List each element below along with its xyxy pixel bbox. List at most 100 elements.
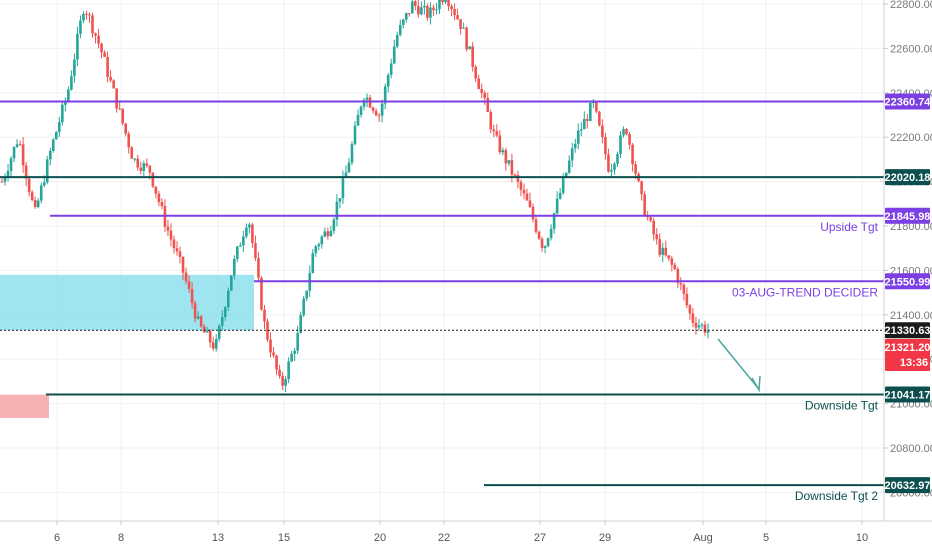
candle-body: [471, 46, 474, 67]
candle-body: [631, 144, 634, 165]
candle-body: [567, 160, 571, 173]
candle-body: [564, 172, 568, 178]
time-tick-label: 13: [212, 532, 224, 544]
level-badge: [885, 386, 930, 403]
price-badges: 22360.74 22020.18 21845.98 21550.99 21330.63…: [885, 93, 932, 494]
candle-body: [70, 76, 73, 90]
candle-body: [582, 118, 586, 130]
candle-body: [79, 20, 82, 34]
candle-body: [501, 150, 505, 153]
candle-body: [211, 342, 215, 349]
level-badge: [885, 477, 930, 494]
candle-body: [184, 272, 188, 282]
candle-body: [622, 129, 625, 136]
candle-body: [389, 63, 393, 75]
candle-body: [127, 133, 131, 148]
candle-body: [284, 379, 287, 386]
candle-body: [305, 290, 309, 299]
candle-body: [269, 339, 272, 353]
candle-body: [0, 181, 4, 183]
candle-body: [323, 231, 327, 237]
candle-body: [317, 244, 321, 247]
price-zones: [0, 274, 254, 419]
candle-body: [64, 100, 67, 105]
candle-body: [296, 332, 299, 351]
candle-body: [97, 35, 100, 44]
level-badge-label: 20632.97: [885, 480, 931, 492]
candle-body: [359, 106, 363, 115]
candle-body: [676, 268, 680, 284]
candle-body: [160, 202, 164, 207]
candle-body: [124, 123, 128, 134]
candle-body: [199, 316, 203, 327]
candle-body: [281, 376, 284, 386]
candle-body: [604, 137, 607, 155]
candle-body: [589, 103, 592, 121]
candle-body: [543, 246, 547, 248]
level-annotation: Upside Tgt: [820, 220, 878, 234]
candle-body: [242, 236, 245, 246]
candle-body: [24, 165, 28, 179]
candle-body: [248, 224, 251, 228]
candle-body: [332, 219, 336, 231]
candle-body: [679, 283, 683, 285]
candle-body: [350, 144, 354, 163]
level-badge: [885, 273, 930, 290]
candle-body: [495, 131, 499, 136]
price-axis[interactable]: 22800.0022600.0022400.0022200.0022000.00…: [884, 0, 932, 499]
candle-body: [157, 193, 161, 203]
candle-body: [558, 192, 562, 199]
horizontal-levels[interactable]: Upside Tgt 03-AUG-TREND DECIDER Downside T…: [0, 100, 884, 504]
candle-body: [444, 0, 447, 3]
candle-body: [685, 293, 689, 306]
candle-body: [700, 324, 704, 326]
candle-body: [347, 162, 351, 173]
candle-body: [546, 238, 550, 247]
candle-body: [576, 130, 580, 144]
candle-body: [477, 78, 481, 90]
zone-box: [0, 274, 254, 331]
candle-body: [435, 9, 438, 11]
candle-body: [85, 13, 88, 15]
level-badge-label: 22020.18: [885, 172, 931, 184]
candle-body: [619, 135, 622, 154]
candle-body: [640, 181, 643, 195]
arrow-line: [717, 338, 759, 389]
candle-body: [613, 163, 616, 171]
time-tick-label: Aug: [693, 532, 713, 544]
candle-body: [607, 154, 610, 172]
candle-body: [392, 46, 396, 64]
level-badge-label: 21845.98: [885, 211, 931, 223]
candle-body: [453, 8, 456, 16]
candle-body: [39, 185, 43, 201]
candle-body: [139, 167, 143, 171]
candle-body: [380, 103, 384, 116]
level-badge-label: 22360.74: [885, 97, 932, 109]
level-badge: [885, 322, 930, 339]
candle-body: [226, 290, 230, 308]
candle-body: [595, 101, 598, 112]
candle-body: [504, 150, 508, 164]
candle-body: [356, 114, 360, 126]
candle-body: [21, 144, 25, 166]
candle-body: [112, 80, 115, 89]
candle-body: [537, 231, 541, 239]
candle-body: [401, 19, 405, 26]
candle-body: [172, 239, 176, 249]
candle-body: [260, 277, 263, 310]
candle-body: [610, 170, 613, 172]
candle-body: [531, 206, 535, 220]
candle-body: [365, 97, 369, 100]
candle-body: [417, 5, 420, 15]
candle-body: [664, 247, 668, 256]
time-axis[interactable]: 6 8 13 15 20 22 27 29 Aug 5 10: [54, 521, 868, 544]
candle-body: [314, 246, 318, 254]
candle-body: [658, 239, 662, 255]
candle-body: [33, 199, 37, 208]
arrow-head: [751, 375, 761, 393]
candle-body: [673, 264, 677, 269]
price-tick-label: 20800.00: [890, 443, 932, 455]
candle-body: [507, 160, 511, 164]
candle-body: [67, 89, 70, 101]
